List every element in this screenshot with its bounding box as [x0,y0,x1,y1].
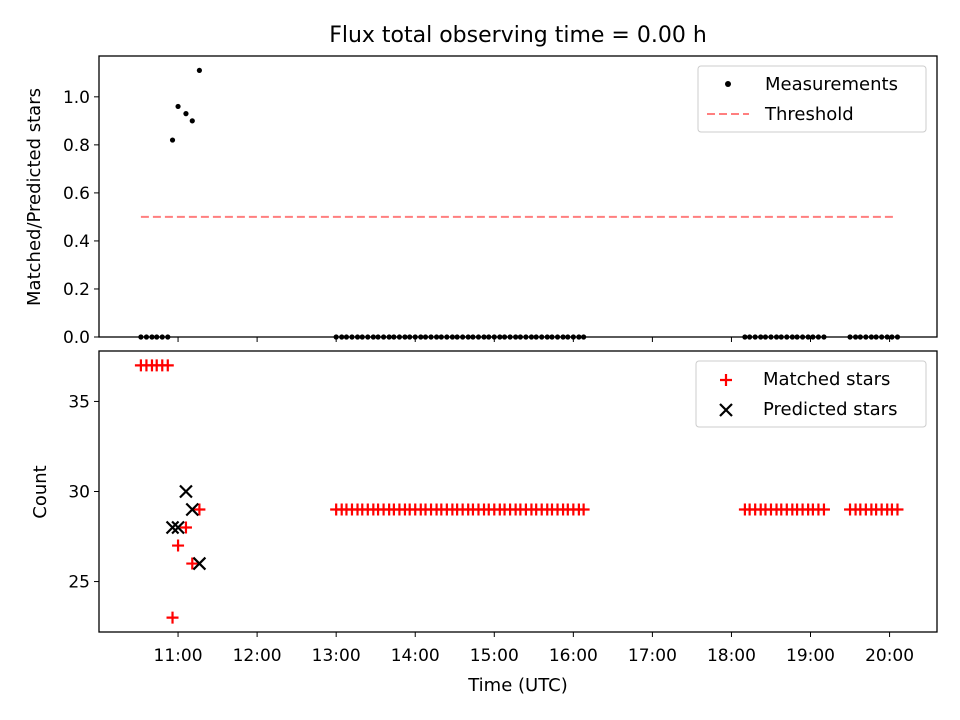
bottom-x-tick-label: 12:00 [233,646,282,666]
top-legend: Measurements Threshold [697,65,927,133]
bottom-legend: Matched stars Predicted stars [695,360,927,428]
bottom-x-tick-label: 13:00 [312,646,361,666]
bottom-y-tick-label: 35 [68,392,90,412]
bottom-y-tick-label: 25 [68,573,90,593]
predicted-star-marker [171,520,185,535]
legend-matched-marker [720,374,732,386]
measurement-point [169,137,176,143]
measurement-point [183,111,189,117]
matched-star-marker [179,521,192,534]
top-y-tick-label: 0.2 [63,280,90,300]
bottom-axes-frame [98,350,938,633]
bottom-x-tick-label: 19:00 [786,646,835,666]
bottom-panel: Count 25 30 35 11:00 12:00 13:00 14:00 15:00 16… [30,350,938,696]
bottom-x-ticks: 11:00 12:00 13:00 14:00 15:00 16:00 17:00 18:00… [154,632,914,666]
bottom-y-tick-label: 30 [68,483,90,503]
bottom-x-tick-label: 16:00 [549,646,598,666]
bottom-x-tick-label: 11:00 [154,646,203,666]
predicted-star-marker [192,556,207,571]
legend-predicted-marker [719,403,733,417]
bottom-plot-area [134,359,904,624]
matched-star-marker [817,503,830,516]
predicted-star-marker [165,520,180,535]
measurement-point [189,118,195,124]
bottom-legend-box [695,360,927,428]
legend-threshold-label: Threshold [764,104,854,125]
top-ylabel: Matched/Predicted stars [24,88,45,306]
measurement-point [196,67,203,74]
matched-star-marker [161,359,174,372]
measurement-point [175,103,181,110]
predicted-star-marker [185,502,200,517]
bottom-x-tick-label: 20:00 [865,646,914,666]
top-panel: Flux total observing time = 0.00 h Match… [24,23,938,348]
legend-measurements-marker [725,81,731,87]
top-plot-area [138,67,901,340]
bottom-x-tick-label: 15:00 [470,646,519,666]
top-y-tick-label: 0.6 [63,184,90,204]
predicted-star-marker [179,484,193,499]
bottom-x-tick-label: 14:00 [391,646,440,666]
matched-star-marker [186,557,199,570]
legend-predicted-label: Predicted stars [763,399,897,420]
top-title: Flux total observing time = 0.00 h [329,23,707,48]
bottom-x-tick-label: 17:00 [628,646,677,666]
top-y-tick-label: 1.0 [63,88,90,108]
bottom-xlabel: Time (UTC) [467,675,568,696]
top-y-tick-label: 0.0 [63,328,90,348]
top-y-tick-label: 0.8 [63,136,90,156]
top-y-ticks: 0.0 0.2 0.4 0.6 0.8 1.0 [63,88,99,348]
matched-star-marker [577,503,590,516]
matched-star-marker [193,503,206,516]
matched-star-marker [891,503,904,516]
bottom-ylabel: Count [30,465,51,518]
legend-matched-label: Matched stars [763,369,890,390]
top-legend-box [697,65,927,133]
top-y-tick-label: 0.4 [63,232,90,252]
legend-measurements-label: Measurements [765,74,898,95]
bottom-y-ticks: 25 30 35 [68,392,99,593]
top-axes-frame [98,55,938,338]
bottom-x-tick-label: 18:00 [707,646,756,666]
matched-star-marker [166,611,179,624]
matched-star-marker [172,539,185,552]
